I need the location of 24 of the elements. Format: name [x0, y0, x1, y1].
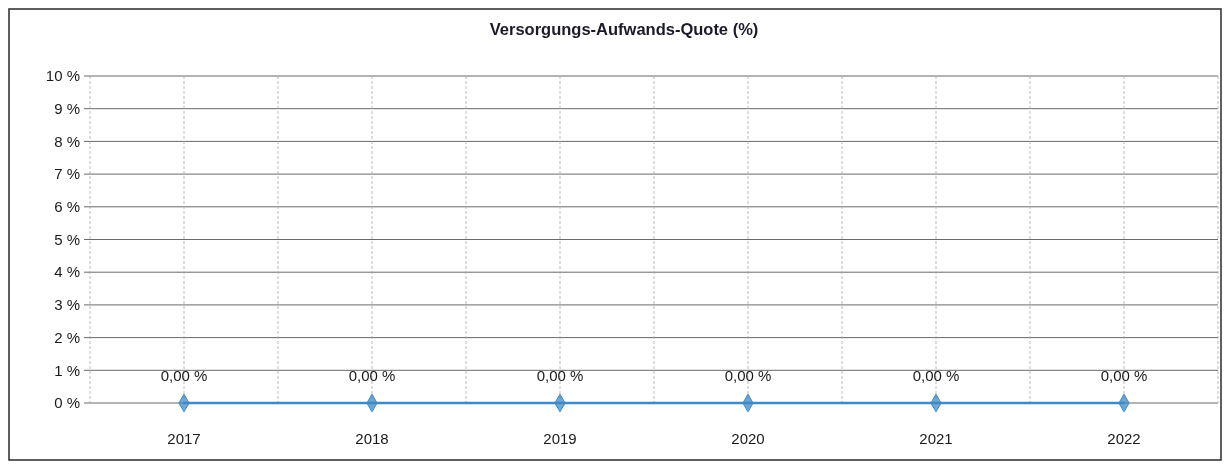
x-tick-label: 2022: [1107, 430, 1141, 447]
data-label: 0,00 %: [536, 367, 584, 384]
x-tick-label: 2021: [919, 430, 953, 447]
data-label: 0,00 %: [724, 367, 772, 384]
x-tick-label: 2019: [543, 430, 577, 447]
y-tick-label: 10 %: [45, 67, 80, 85]
y-tick-label: 2 %: [54, 328, 80, 346]
x-tick-label: 2018: [355, 430, 389, 447]
y-tick-label: 1 %: [54, 361, 80, 379]
y-tick-label: 8 %: [54, 132, 80, 150]
x-tick-label: 2017: [167, 430, 201, 447]
y-tick-label: 4 %: [54, 263, 80, 281]
y-tick-label: 0 %: [54, 394, 80, 412]
y-tick-label: 7 %: [54, 165, 80, 183]
y-tick-label: 3 %: [54, 296, 80, 314]
chart-title: Versorgungs-Aufwands-Quote (%): [489, 20, 759, 38]
y-tick-label: 9 %: [54, 99, 80, 117]
x-tick-label: 2020: [731, 430, 765, 447]
data-label: 0,00 %: [348, 367, 396, 384]
data-label: 0,00 %: [912, 367, 960, 384]
y-tick-label: 6 %: [54, 198, 80, 216]
y-tick-label: 5 %: [54, 230, 80, 248]
data-label: 0,00 %: [1100, 367, 1148, 384]
data-label: 0,00 %: [160, 367, 208, 384]
